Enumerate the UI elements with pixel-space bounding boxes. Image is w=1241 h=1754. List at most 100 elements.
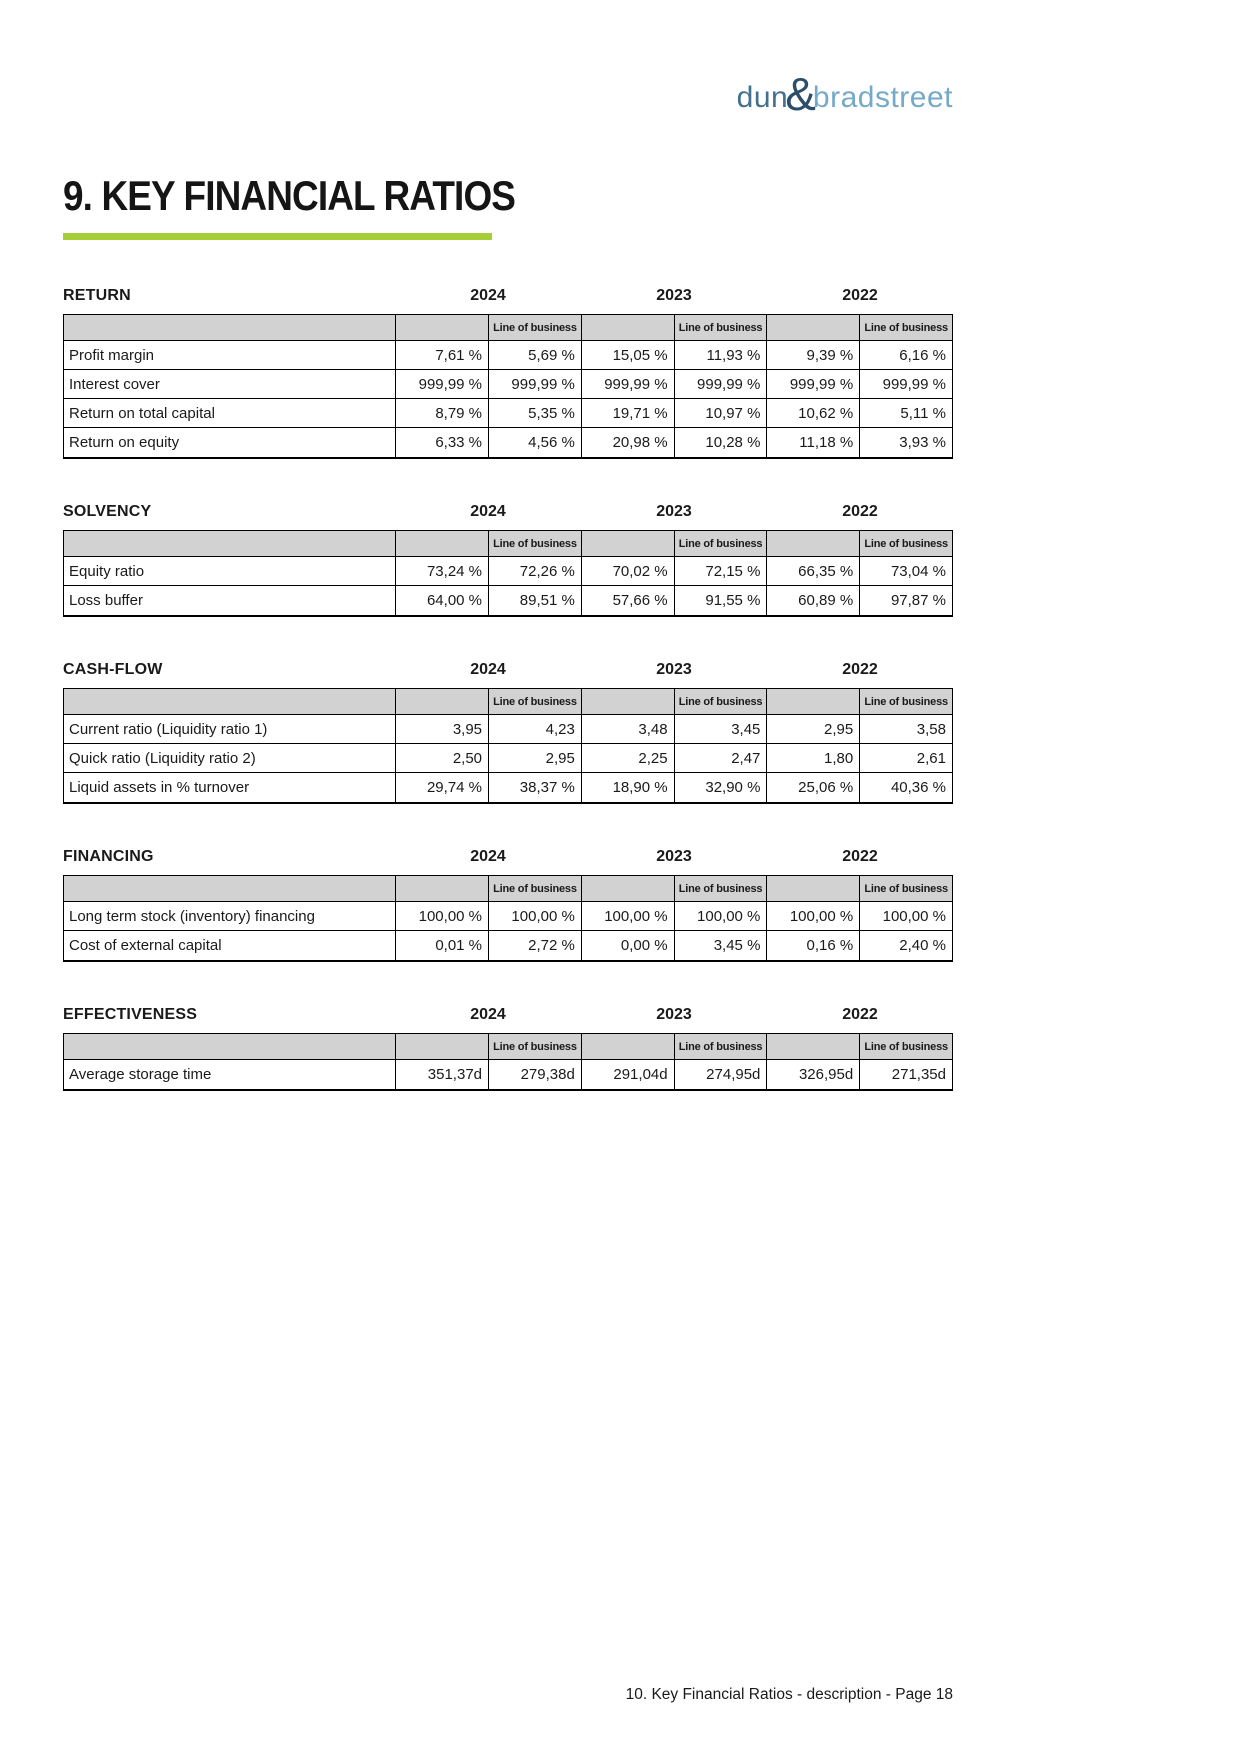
year-label: 2022 (842, 848, 878, 865)
row-label: Quick ratio (Liquidity ratio 2) (69, 749, 256, 767)
value-cell: 70,02 % (580, 557, 674, 585)
empty-header-cell (395, 689, 488, 714)
year-label: 2024 (470, 848, 506, 865)
value-cell: 999,99 % (859, 370, 952, 398)
value-cell: 2,25 (580, 744, 674, 772)
section-title: RETURN (63, 287, 131, 304)
value-cell: 10,97 % (673, 399, 767, 427)
value-cell: 2,95 (766, 715, 859, 743)
value-cell: 0,01 % (395, 931, 488, 960)
empty-header-cell (766, 1034, 859, 1059)
empty-header-cell (766, 689, 859, 714)
section-head: SOLVENCY 2024 2023 2022 (63, 503, 953, 521)
empty-header-cell (395, 315, 488, 340)
value-cell: 3,93 % (859, 428, 952, 457)
empty-header-cell (580, 315, 674, 340)
empty-header-cell (395, 531, 488, 556)
value-cell: 57,66 % (580, 586, 674, 615)
value-cell: 5,35 % (488, 399, 581, 427)
value-cell: 73,04 % (859, 557, 952, 585)
value-cell: 4,23 (488, 715, 581, 743)
line-of-business-header: Line of business (673, 315, 767, 340)
value-cell: 38,37 % (488, 773, 581, 802)
value-cell: 72,15 % (673, 557, 767, 585)
value-cell: 4,56 % (488, 428, 581, 457)
empty-header-cell (766, 531, 859, 556)
line-of-business-header: Line of business (859, 315, 952, 340)
value-cell: 11,93 % (673, 341, 767, 369)
value-cell: 5,69 % (488, 341, 581, 369)
table-header-row: Line of business Line of business Line of … (64, 1034, 952, 1060)
value-cell: 9,39 % (766, 341, 859, 369)
section-title: FINANCING (63, 848, 154, 865)
value-cell: 60,89 % (766, 586, 859, 615)
section-head: FINANCING 2024 2023 2022 (63, 848, 953, 866)
year-label: 2023 (656, 1006, 692, 1023)
value-cell: 7,61 % (395, 341, 488, 369)
ratio-table: Line of business Line of business Line of … (63, 688, 953, 804)
line-of-business-header: Line of business (859, 689, 952, 714)
ratio-section: EFFECTIVENESS 2024 2023 2022 Line of busin… (63, 1006, 953, 1091)
dun-and-bradstreet-logo: dun & bradstreet (737, 68, 953, 120)
sections: RETURN 2024 2023 2022 Line of business Line… (63, 287, 953, 1135)
empty-header-cell (580, 1034, 674, 1059)
title-underline-bar (63, 233, 492, 240)
ratio-table: Line of business Line of business Line of … (63, 530, 953, 617)
value-cell: 32,90 % (673, 773, 767, 802)
value-cell: 279,38d (488, 1060, 581, 1089)
line-of-business-header: Line of business (488, 876, 581, 901)
year-label: 2024 (470, 1006, 506, 1023)
value-cell: 0,00 % (580, 931, 674, 960)
row-label: Return on total capital (69, 404, 215, 422)
value-cell: 351,37d (395, 1060, 488, 1089)
section-title: CASH-FLOW (63, 661, 163, 678)
year-label: 2022 (842, 661, 878, 678)
table-row: Liquid assets in % turnover 29,74 % 38,37 … (64, 773, 952, 802)
line-of-business-header: Line of business (859, 531, 952, 556)
value-cell: 73,24 % (395, 557, 488, 585)
value-cell: 10,62 % (766, 399, 859, 427)
value-cell: 3,48 (580, 715, 674, 743)
empty-header-cell (395, 876, 488, 901)
value-cell: 999,99 % (580, 370, 674, 398)
line-of-business-header: Line of business (859, 876, 952, 901)
value-cell: 89,51 % (488, 586, 581, 615)
value-cell: 20,98 % (580, 428, 674, 457)
row-label: Profit margin (69, 346, 155, 364)
value-cell: 100,00 % (395, 902, 488, 930)
value-cell: 100,00 % (859, 902, 952, 930)
table-row: Equity ratio 73,24 % 72,26 % 70,02 % 72,15 %… (64, 557, 952, 586)
line-of-business-header: Line of business (488, 689, 581, 714)
row-label: Current ratio (Liquidity ratio 1) (69, 720, 268, 738)
value-cell: 40,36 % (859, 773, 952, 802)
logo-ampersand-icon: & (785, 68, 816, 120)
empty-header-cell (64, 531, 395, 556)
value-cell: 64,00 % (395, 586, 488, 615)
value-cell: 999,99 % (488, 370, 581, 398)
value-cell: 3,58 (859, 715, 952, 743)
value-cell: 8,79 % (395, 399, 488, 427)
value-cell: 1,80 (766, 744, 859, 772)
ratio-section: SOLVENCY 2024 2023 2022 Line of business Li… (63, 503, 953, 617)
value-cell: 6,33 % (395, 428, 488, 457)
value-cell: 66,35 % (766, 557, 859, 585)
empty-header-cell (64, 315, 395, 340)
line-of-business-header: Line of business (673, 876, 767, 901)
empty-header-cell (580, 531, 674, 556)
section-title: SOLVENCY (63, 503, 152, 520)
value-cell: 271,35d (859, 1060, 952, 1089)
page-footer: 10. Key Financial Ratios - description -… (625, 1686, 953, 1703)
line-of-business-header: Line of business (488, 531, 581, 556)
value-cell: 274,95d (673, 1060, 767, 1089)
value-cell: 97,87 % (859, 586, 952, 615)
ratio-table: Line of business Line of business Line of … (63, 875, 953, 962)
value-cell: 6,16 % (859, 341, 952, 369)
empty-header-cell (766, 876, 859, 901)
value-cell: 91,55 % (673, 586, 767, 615)
table-header-row: Line of business Line of business Line of … (64, 315, 952, 341)
value-cell: 3,95 (395, 715, 488, 743)
value-cell: 15,05 % (580, 341, 674, 369)
value-cell: 25,06 % (766, 773, 859, 802)
value-cell: 19,71 % (580, 399, 674, 427)
empty-header-cell (580, 876, 674, 901)
